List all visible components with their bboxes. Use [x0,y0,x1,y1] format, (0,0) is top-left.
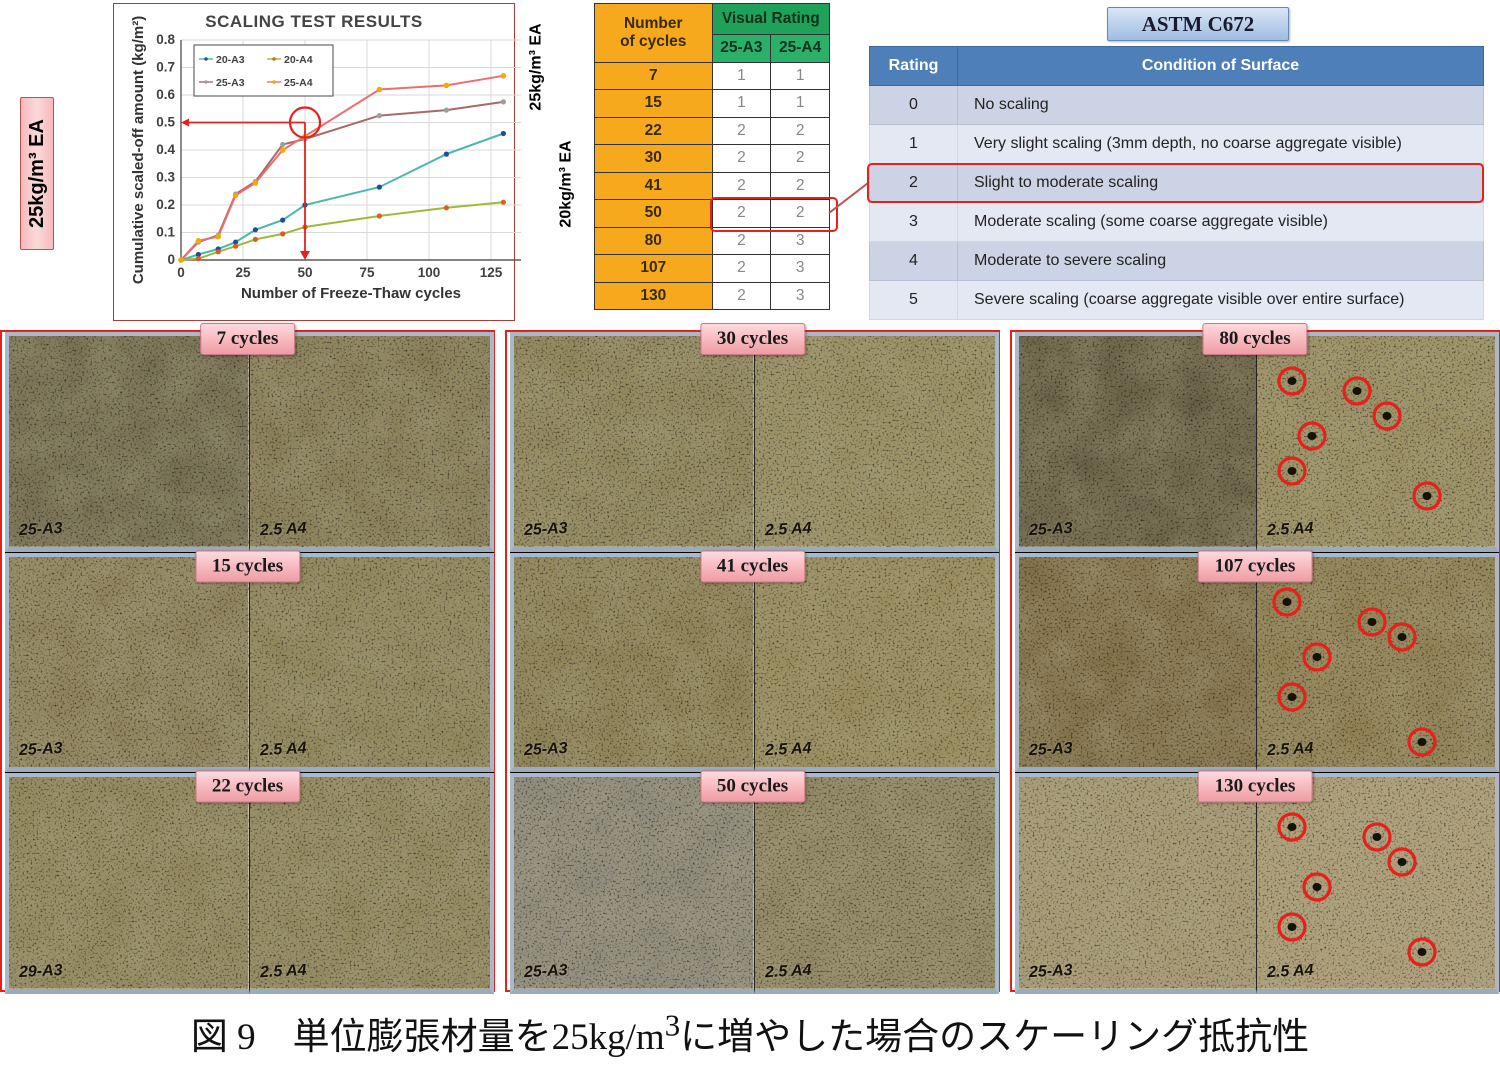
svg-text:0.6: 0.6 [156,87,175,102]
svg-text:0: 0 [177,265,185,280]
svg-text:0.4: 0.4 [156,142,175,157]
svg-text:25-A4: 25-A4 [284,77,313,89]
svg-text:0.7: 0.7 [156,60,175,75]
svg-text:20-A4: 20-A4 [284,54,313,66]
svg-text:Cumulative scaled-off amount (: Cumulative scaled-off amount (kg/m²) [130,16,147,284]
svg-text:75: 75 [359,265,375,280]
svg-text:Number of Freeze-Thaw cycles: Number of Freeze-Thaw cycles [241,285,461,302]
svg-text:0.5: 0.5 [156,115,175,130]
svg-text:25: 25 [235,265,251,280]
svg-text:0: 0 [167,252,175,267]
svg-text:0.1: 0.1 [156,225,175,240]
svg-text:25-A3: 25-A3 [216,77,245,89]
svg-text:0.3: 0.3 [156,170,175,185]
svg-text:100: 100 [418,265,441,280]
svg-text:125: 125 [480,265,503,280]
svg-text:20-A3: 20-A3 [216,54,245,66]
svg-text:50: 50 [297,265,312,280]
svg-text:0.2: 0.2 [156,197,175,212]
svg-text:0.8: 0.8 [156,32,175,47]
